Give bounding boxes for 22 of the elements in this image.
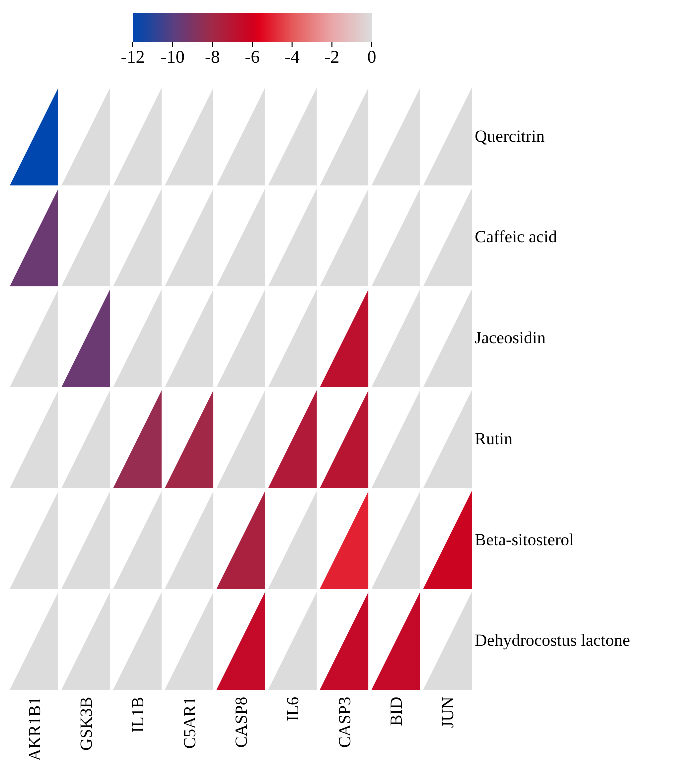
color-bar-label: 0 [368,46,376,67]
x-tick-label: IL6 [284,697,303,722]
x-tick-label: C5AR1 [180,697,200,749]
color-bar-label: -10 [160,46,185,67]
y-tick-label: Jaceosidin [475,328,546,348]
x-tick-label: JUN [438,697,458,728]
color-bar-label: -6 [245,46,260,67]
y-tick-label: Dehydrocostus lactone [475,631,630,650]
x-tick-label: GSK3B [76,697,96,751]
x-tick-label: AKR1B1 [25,697,44,762]
color-bar-label: -12 [121,46,145,67]
color-bar-label: -4 [284,46,300,67]
x-tick-label: CASP8 [232,697,251,748]
x-tick-label: IL1B [128,697,148,733]
color-bar-label: -2 [324,46,340,67]
y-tick-label: Rutin [475,429,514,448]
y-tick-label: Beta-sitosterol [475,530,574,550]
color-bar-label: -8 [205,46,220,67]
x-tick-label: CASP3 [335,697,354,748]
y-tick-label: Caffeic acid [475,228,558,247]
y-tick-label: Quercitrin [475,126,546,146]
x-tick-label: BID [387,697,406,726]
